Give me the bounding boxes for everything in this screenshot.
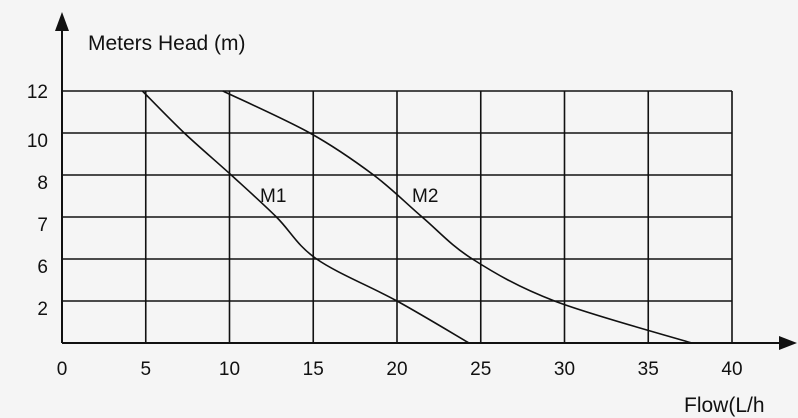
x-tick-label: 5 [140, 359, 151, 380]
series-label-m2: M2 [412, 186, 438, 207]
curves [141, 90, 693, 344]
axes [55, 12, 797, 350]
x-tick-label: 10 [219, 359, 240, 380]
y-tick-label: 7 [37, 215, 48, 236]
series-curve-m1 [141, 90, 470, 344]
x-tick-label: 25 [470, 359, 491, 380]
x-tick-label: 20 [386, 359, 407, 380]
y-tick-label: 2 [37, 299, 48, 320]
y-tick-label: 12 [27, 82, 48, 103]
series-label-m1: M1 [260, 186, 286, 207]
x-tick-label: 30 [554, 359, 575, 380]
y-axis-title: Meters Head (m) [88, 32, 246, 55]
x-tick-label: 15 [303, 359, 324, 380]
labels: 0 5 10 15 20 25 30 35 40 2 6 7 8 10 12 M1 M2 [27, 82, 743, 380]
x-axis-title: Flow(L/h [684, 394, 765, 417]
y-tick-label: 8 [37, 173, 48, 194]
x-tick-label: 35 [638, 359, 659, 380]
x-axis-arrow [779, 336, 797, 350]
y-tick-label: 10 [27, 131, 48, 152]
y-axis-arrow [55, 12, 69, 31]
y-tick-label: 6 [37, 257, 48, 278]
series-curve-m2 [222, 90, 693, 344]
grid [62, 90, 733, 343]
x-tick-label: 40 [721, 359, 742, 380]
x-tick-label: 0 [57, 359, 68, 380]
